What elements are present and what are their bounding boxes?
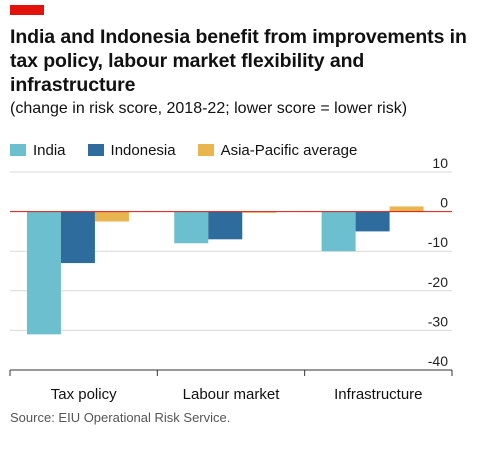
legend-item-asia-pacific-average: Asia-Pacific average (197, 141, 358, 159)
y-tick-label: -30 (428, 313, 448, 329)
legend-swatch-indonesia (87, 144, 104, 156)
bar (242, 211, 277, 213)
bar (355, 211, 390, 232)
bar (94, 211, 129, 222)
legend-label-india: India (33, 141, 66, 159)
accent-bar (10, 5, 44, 15)
x-category-label: Tax policy (51, 386, 117, 403)
legend-swatch-asia-pacific-average (197, 144, 214, 156)
legend: India Indonesia Asia-Pacific average (10, 140, 379, 160)
bar (26, 211, 61, 335)
y-tick-label: -40 (428, 353, 448, 369)
x-category-label: Infrastructure (334, 386, 422, 403)
bar (174, 211, 209, 244)
legend-label-indonesia: Indonesia (110, 141, 176, 159)
y-tick-label: 0 (440, 195, 448, 211)
legend-label-asia-pacific-average: Asia-Pacific average (220, 141, 358, 159)
bar (321, 211, 356, 252)
legend-item-india: India (10, 142, 66, 159)
chart-subtitle: (change in risk score, 2018-22; lower sc… (10, 100, 408, 117)
source-note: Source: EIU Operational Risk Service. (10, 410, 231, 425)
y-tick-label: -10 (428, 234, 448, 250)
bar (208, 211, 243, 240)
legend-item-indonesia: Indonesia (87, 141, 176, 159)
bar (60, 211, 95, 264)
x-category-label: Labour market (183, 386, 281, 403)
y-tick-label: 10 (432, 155, 448, 171)
y-tick-label: -20 (428, 274, 448, 290)
chart-title: India and Indonesia benefit from improve… (10, 26, 467, 96)
legend-swatch-india (10, 144, 26, 156)
bar (389, 206, 424, 212)
